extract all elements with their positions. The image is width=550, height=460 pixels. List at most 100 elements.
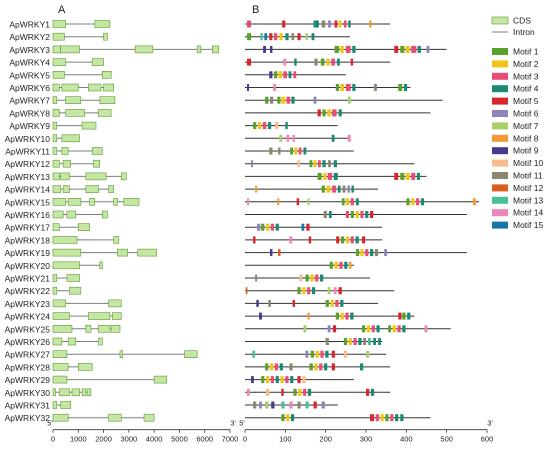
motif-box (313, 160, 317, 168)
motif-box (307, 312, 310, 320)
motif-box (361, 236, 366, 244)
motif-box (325, 350, 329, 358)
motif-box (326, 58, 330, 66)
motif-box (351, 185, 354, 193)
legend-motif-label: Motif 15 (513, 220, 544, 230)
cds-exon (52, 388, 56, 397)
motif-box (311, 33, 315, 41)
motif-box (343, 338, 348, 345)
motif-box (321, 20, 326, 28)
motif-box (317, 109, 321, 117)
motif-box (352, 45, 356, 53)
protein-tick-label: 400 (400, 435, 413, 444)
legend-motif-label: Motif 7 (513, 121, 539, 131)
motif-box (321, 401, 325, 409)
motif-box (255, 274, 258, 282)
cds-exon (85, 185, 99, 193)
motif-box (286, 134, 290, 142)
motif-box (405, 45, 410, 53)
motif-box (253, 401, 257, 409)
legend-cds-label: CDS (513, 16, 531, 26)
legend-intron-label: Intron (513, 27, 535, 37)
cds-exon (52, 147, 58, 155)
motif-box (251, 160, 254, 168)
motif-box (310, 274, 314, 282)
motif-box (411, 172, 416, 180)
motif-box (397, 325, 401, 333)
motif-box (328, 20, 331, 28)
gene-name: ApWRKY14 (5, 185, 51, 195)
motif-box (340, 236, 345, 244)
motif-box (411, 45, 417, 53)
cds-exon (108, 413, 122, 422)
cds-exon (85, 172, 107, 181)
motif-box (294, 58, 297, 66)
motif-box (355, 249, 360, 257)
motif-box (278, 249, 281, 257)
motif-box (265, 388, 270, 396)
motif-box (331, 58, 335, 66)
motif-box (253, 122, 257, 130)
motif-box (247, 198, 250, 206)
cds-exon (52, 299, 66, 308)
motif-box (297, 401, 301, 409)
legend-motif-label: Motif 3 (513, 71, 539, 81)
motif-box (420, 198, 425, 206)
cds-exon (52, 210, 64, 219)
motif-box (270, 223, 275, 231)
cds-exon (99, 96, 116, 104)
motif-box (265, 223, 270, 231)
cds-exon (196, 45, 202, 54)
motif-box (368, 338, 371, 345)
motif-box (327, 172, 333, 180)
motif-box (366, 388, 370, 396)
motif-box (394, 45, 399, 53)
legend-motif-swatch (492, 110, 508, 117)
cds-exon (66, 274, 80, 282)
motif-box (281, 388, 284, 396)
motif-box (274, 71, 278, 79)
protein-3prime-label: 3' (487, 419, 493, 428)
motif-box (343, 350, 348, 358)
motif-box (322, 109, 326, 117)
gene-name: ApWRKY4 (9, 58, 50, 68)
gene-name: ApWRKY12 (5, 159, 51, 169)
cds-exon (62, 159, 71, 168)
legend-motif-swatch (492, 196, 508, 204)
protein-tick-label: 200 (319, 435, 332, 444)
protein-tick-label: 100 (279, 435, 292, 444)
motif-box (340, 312, 344, 320)
motif-box (373, 338, 377, 345)
motif-box (326, 185, 331, 193)
motif-box (345, 84, 351, 91)
gene-name: ApWRKY24 (5, 312, 51, 322)
motif-box (274, 33, 278, 41)
motif-box (280, 376, 284, 384)
gene-name: ApWRKY26 (5, 337, 51, 347)
motif-box (370, 388, 375, 396)
protein-length-axis: 0 100 200 300 400 500 600 5' 3' (239, 419, 493, 444)
motif-box (303, 147, 307, 155)
motif-box (307, 198, 310, 206)
motif-box (331, 134, 335, 142)
motif-box (302, 376, 306, 384)
motif-box (268, 299, 271, 307)
motif-box (252, 350, 256, 358)
cds-exon (61, 83, 79, 92)
legend-motif-label: Motif 1 (513, 47, 539, 57)
gene-name: ApWRKY30 (5, 388, 51, 398)
cds-exon (52, 172, 60, 181)
motif-box (302, 287, 306, 295)
motif-box (350, 58, 354, 66)
motif-box (353, 338, 357, 345)
motif-box (472, 198, 476, 206)
cds-exon (52, 96, 58, 104)
legend-motif-swatch (492, 72, 508, 80)
motif-box (247, 58, 252, 66)
motif-box (325, 299, 329, 307)
cds-exon (60, 45, 80, 54)
motif-box (309, 363, 313, 371)
motif-box (267, 122, 272, 130)
protein-tick-label: 300 (360, 435, 373, 444)
